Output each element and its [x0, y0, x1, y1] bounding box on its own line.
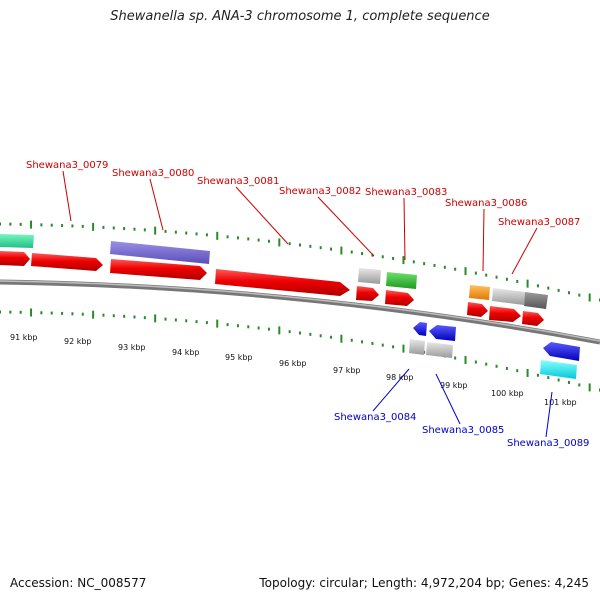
accession-text: Accession: NC_008577	[10, 576, 147, 590]
gene-darkgray-feature[interactable]	[524, 292, 548, 309]
forward-arrows	[0, 251, 544, 326]
gene-label-leader	[435, 373, 461, 425]
gene-label-leader	[545, 391, 553, 438]
gene-label-leader	[317, 196, 375, 257]
gene-label-leader	[372, 368, 410, 412]
gene-0086-arrow[interactable]	[467, 302, 488, 317]
gene-0085-feature[interactable]	[426, 342, 453, 358]
scale-label: 94 kbp	[172, 348, 200, 357]
gene-label[interactable]: Shewana3_0079	[26, 160, 108, 171]
gene-0080-feature[interactable]	[110, 241, 210, 264]
gene-0080-arrow[interactable]	[110, 259, 207, 280]
gene-gray-feature[interactable]	[358, 268, 381, 284]
gene-label[interactable]: Shewana3_0080	[112, 168, 194, 179]
gene-label-leader	[62, 170, 72, 222]
scale-label: 100 kbp	[491, 389, 524, 398]
gene-label-leader	[235, 186, 289, 245]
gene-label-leader	[403, 197, 406, 261]
chromosome-backbone-highlight	[0, 280, 600, 342]
gene-label[interactable]: Shewana3_0089	[507, 438, 589, 449]
scale-label: 99 kbp	[440, 381, 468, 390]
gene-label[interactable]: Shewana3_0082	[279, 186, 361, 197]
chromosome-backbone	[0, 279, 600, 345]
gene-label[interactable]: Shewana3_0084	[334, 412, 416, 423]
gene-label[interactable]: Shewana3_0086	[445, 198, 527, 209]
gene-0083-feature[interactable]	[386, 272, 417, 289]
gene-labels: Shewana3_0079Shewana3_0080Shewana3_0081S…	[26, 160, 589, 449]
scale-label: 96 kbp	[279, 359, 307, 368]
gene-0079-arrow[interactable]	[31, 253, 103, 271]
scale-label: 101 kbp	[544, 398, 577, 407]
scale-label: 95 kbp	[225, 353, 253, 362]
gene-label[interactable]: Shewana3_0085	[422, 425, 504, 436]
scale-label: 98 kbp	[386, 373, 414, 382]
reverse-genes	[409, 322, 580, 379]
gene-label-leader	[149, 178, 164, 231]
gene-0089-feature[interactable]	[540, 360, 577, 379]
gene-0083-arrow[interactable]	[385, 290, 414, 306]
gene-0084-arrow[interactable]	[413, 322, 427, 336]
gene-orange-feature[interactable]	[469, 285, 490, 300]
topology-text: Topology: circular; Length: 4,972,204 bp…	[259, 576, 589, 590]
gene-0078-feature[interactable]	[0, 234, 34, 248]
scale-label: 91 kbp	[10, 333, 38, 342]
gene-0085-arrow[interactable]	[429, 325, 456, 341]
scale-label: 97 kbp	[333, 366, 361, 375]
gene-label[interactable]: Shewana3_0081	[197, 176, 279, 187]
gene-0081-arrow[interactable]	[215, 269, 350, 296]
gene-0089-arrow[interactable]	[543, 342, 580, 361]
gene-label[interactable]: Shewana3_0087	[498, 217, 580, 228]
forward-genes	[0, 234, 548, 309]
gene-0082-arrow[interactable]	[356, 286, 379, 301]
map-title: Shewanella sp. ANA-3 chromosome 1, compl…	[110, 9, 490, 24]
scale-labels: 91 kbp 92 kbp 93 kbp 94 kbp 95 kbp 96 kbp 97 k…	[10, 333, 577, 407]
scale-label: 92 kbp	[64, 337, 92, 346]
gene-label[interactable]: Shewana3_0083	[365, 187, 447, 198]
gene-gray-feature[interactable]	[492, 288, 525, 305]
gene-label-leader	[482, 208, 485, 272]
gene-0078-arrow[interactable]	[0, 251, 30, 266]
gene-0084-feature[interactable]	[409, 339, 425, 355]
gene-0087-arrow[interactable]	[489, 306, 521, 322]
gene-0088-arrow[interactable]	[522, 311, 544, 326]
scale-label: 93 kbp	[118, 343, 146, 352]
gene-label-leader	[511, 227, 538, 275]
